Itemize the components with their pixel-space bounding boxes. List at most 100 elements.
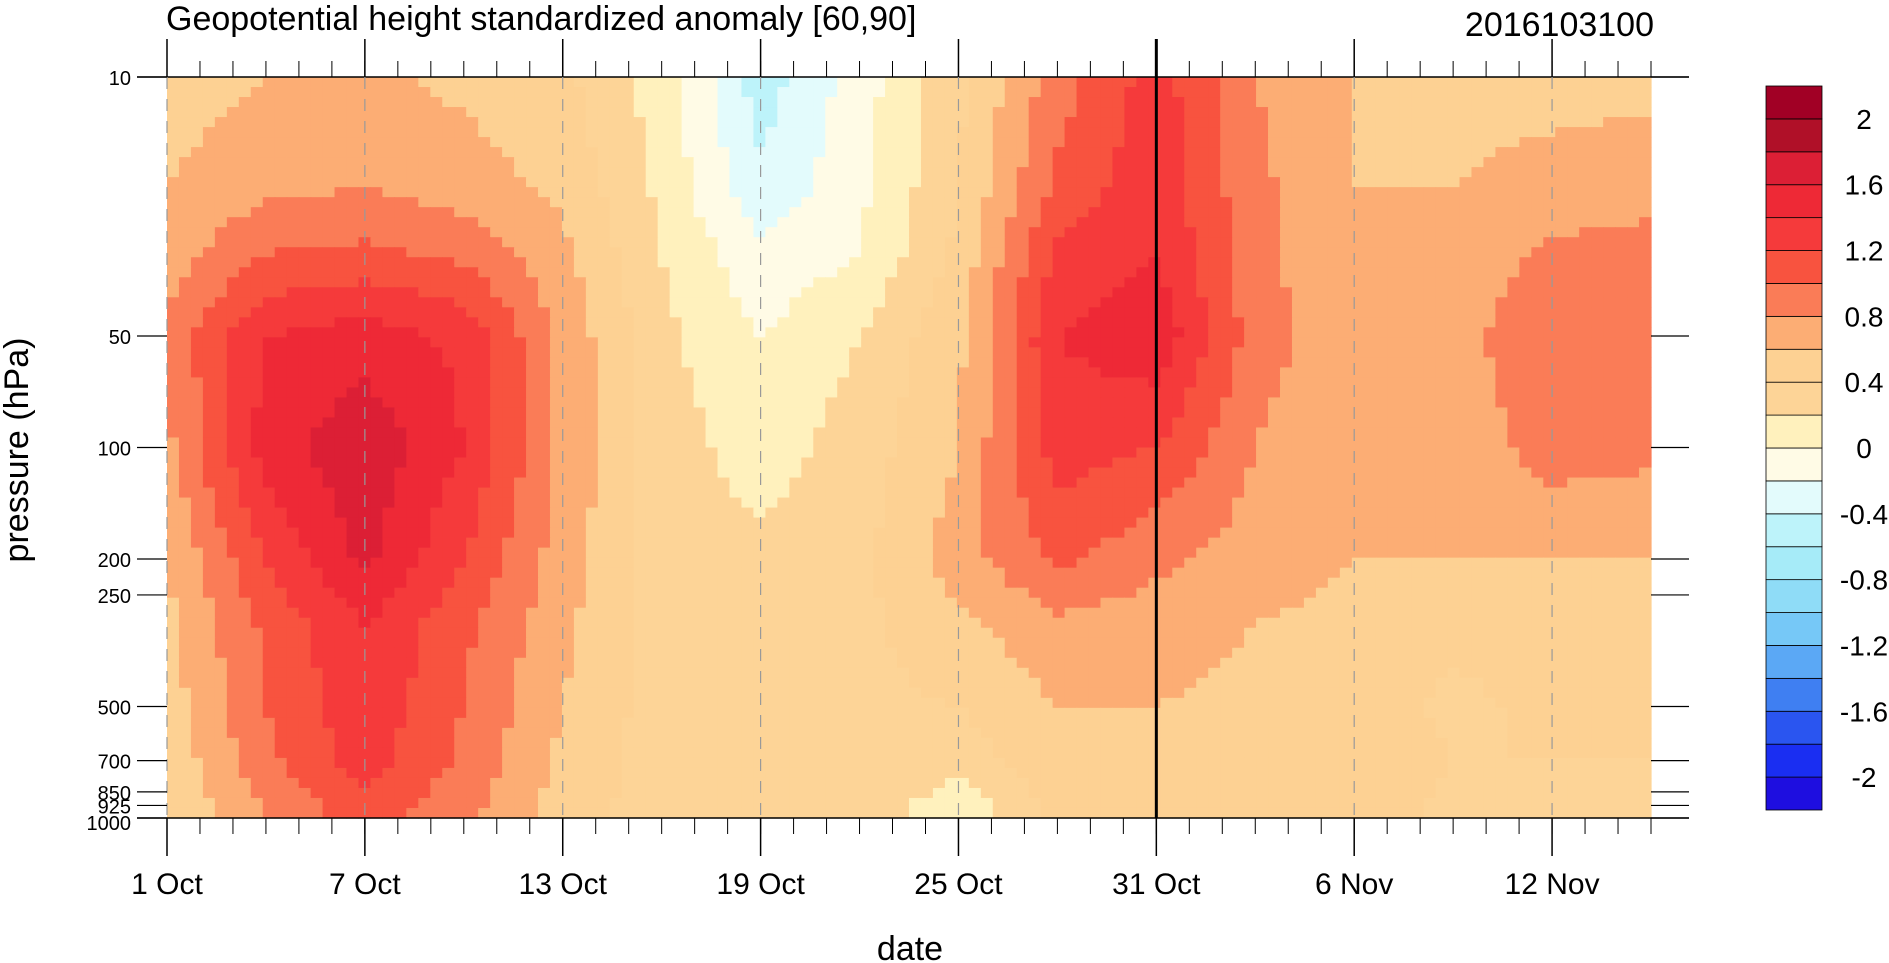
field-cell xyxy=(1315,197,1329,208)
field-cell xyxy=(1124,407,1137,419)
field-cell xyxy=(1459,187,1473,198)
field-cell xyxy=(1004,417,1018,429)
field-cell xyxy=(1160,237,1173,248)
field-cell xyxy=(944,437,958,449)
field-cell xyxy=(1375,387,1389,399)
field-cell xyxy=(250,437,264,449)
field-cell xyxy=(478,177,491,188)
field-cell xyxy=(1591,77,1604,88)
field-cell xyxy=(190,457,204,469)
field-cell xyxy=(466,197,479,208)
field-cell xyxy=(1148,297,1161,308)
field-cell xyxy=(753,407,766,419)
field-cell xyxy=(1040,457,1054,469)
field-cell xyxy=(1603,237,1616,248)
field-cell xyxy=(1459,177,1473,188)
field-cell xyxy=(1471,357,1485,368)
field-cell xyxy=(274,177,288,188)
field-cell xyxy=(1040,307,1054,318)
field-cell xyxy=(753,397,766,409)
field-cell xyxy=(502,147,515,158)
field-cell xyxy=(645,77,659,88)
field-cell xyxy=(442,397,455,409)
field-cell xyxy=(1124,247,1137,258)
field-cell xyxy=(992,447,1006,459)
field-cell xyxy=(657,107,671,118)
field-cell xyxy=(657,307,671,318)
field-cell xyxy=(1339,127,1353,138)
field-cell xyxy=(885,467,898,479)
field-cell xyxy=(1112,227,1126,238)
field-cell xyxy=(932,197,946,208)
field-cell xyxy=(167,207,180,218)
field-cell xyxy=(478,287,491,298)
field-cell xyxy=(1447,87,1461,98)
field-cell xyxy=(346,197,360,208)
field-cell xyxy=(609,387,623,399)
field-cell xyxy=(729,457,743,469)
field-cell xyxy=(1327,367,1341,378)
field-cell xyxy=(1495,317,1508,328)
field-cell xyxy=(1555,137,1568,148)
field-cell xyxy=(274,207,288,218)
field-cell xyxy=(1627,427,1640,439)
field-cell xyxy=(741,157,755,168)
field-cell xyxy=(1028,437,1042,449)
field-cell xyxy=(274,337,288,348)
field-cell xyxy=(585,297,599,308)
field-cell xyxy=(920,197,934,208)
field-cell xyxy=(226,297,240,308)
field-cell xyxy=(968,467,982,479)
field-cell xyxy=(1435,367,1449,378)
field-cell xyxy=(729,287,743,298)
field-cell xyxy=(1124,167,1137,178)
field-cell xyxy=(741,277,755,288)
field-cell xyxy=(478,337,491,348)
field-cell xyxy=(1004,367,1018,378)
field-cell xyxy=(621,317,635,328)
field-cell xyxy=(238,157,252,168)
field-cell xyxy=(597,397,611,409)
field-cell xyxy=(1160,317,1173,328)
field-cell xyxy=(1148,267,1161,278)
field-cell xyxy=(1603,287,1616,298)
field-cell xyxy=(621,257,635,268)
field-cell xyxy=(1639,237,1652,248)
field-cell xyxy=(274,227,288,238)
field-cell xyxy=(1615,287,1628,298)
field-cell xyxy=(1028,397,1042,409)
field-cell xyxy=(1519,297,1532,308)
field-cell xyxy=(490,217,503,228)
field-cell xyxy=(202,377,216,389)
field-cell xyxy=(1016,407,1030,419)
field-cell xyxy=(1315,347,1329,358)
field-cell xyxy=(1124,457,1137,469)
field-cell xyxy=(1244,427,1257,439)
field-cell xyxy=(1627,417,1640,429)
field-cell xyxy=(1148,377,1161,389)
field-cell xyxy=(1627,237,1640,248)
field-cell xyxy=(1100,377,1114,389)
field-cell xyxy=(777,367,790,378)
field-cell xyxy=(1327,427,1341,439)
field-cell xyxy=(741,267,755,278)
field-cell xyxy=(549,137,563,148)
field-cell xyxy=(765,157,778,168)
field-cell xyxy=(538,87,551,98)
field-cell xyxy=(561,327,575,338)
field-cell xyxy=(167,367,180,378)
field-cell xyxy=(909,107,922,118)
field-cell xyxy=(1507,127,1520,138)
field-cell xyxy=(478,377,491,389)
field-cell xyxy=(1088,467,1102,479)
field-cell xyxy=(1184,117,1197,128)
field-cell xyxy=(1351,367,1365,378)
field-cell xyxy=(1244,127,1257,138)
field-cell xyxy=(968,127,982,138)
field-cell xyxy=(1315,97,1329,108)
field-cell xyxy=(418,267,431,278)
field-cell xyxy=(1423,137,1437,148)
field-cell xyxy=(310,317,324,328)
field-cell xyxy=(1627,217,1640,228)
field-cell xyxy=(1268,227,1281,238)
